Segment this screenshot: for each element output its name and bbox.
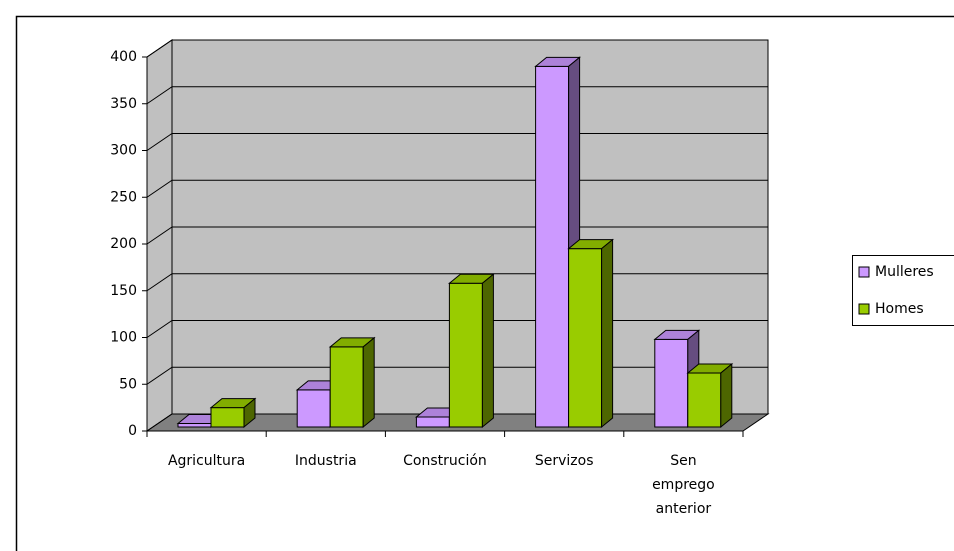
y-tick-label: 200 <box>110 236 137 252</box>
y-tick-label: 250 <box>110 189 137 205</box>
x-tick-label: Industria <box>294 453 357 469</box>
bar-side <box>243 397 256 429</box>
x-tick-label: Agricultura <box>167 453 246 469</box>
bar-side <box>601 238 614 429</box>
legend-swatch <box>858 303 870 315</box>
chart-border <box>15 15 954 551</box>
bar <box>535 65 570 428</box>
y-tick-label: 0 <box>128 423 137 439</box>
y-tick-label: 400 <box>110 49 137 65</box>
bar <box>329 346 364 428</box>
bar-side <box>720 362 733 429</box>
legend-label: Homes <box>875 301 924 317</box>
bar <box>296 389 331 428</box>
y-tick-label: 100 <box>110 330 137 346</box>
y-tick-label: 300 <box>110 143 137 159</box>
x-tick-label: Construción <box>403 453 487 469</box>
legend-label: Mulleres <box>875 264 934 280</box>
bar <box>448 282 483 428</box>
bar <box>687 372 722 428</box>
legend-swatch <box>858 266 870 278</box>
x-tick-label: Servizos <box>534 453 594 469</box>
bar-side <box>481 273 494 429</box>
bar <box>210 407 245 428</box>
x-tick-label: Sen emprego anterior <box>652 453 715 517</box>
bar <box>654 338 689 428</box>
bar <box>568 248 603 428</box>
bar-side <box>362 336 375 429</box>
y-tick-label: 150 <box>110 283 137 299</box>
bar <box>415 416 450 428</box>
y-tick-label: 350 <box>110 96 137 112</box>
bar <box>177 423 212 428</box>
y-tick-label: 50 <box>119 376 137 392</box>
grid-line <box>146 39 768 58</box>
